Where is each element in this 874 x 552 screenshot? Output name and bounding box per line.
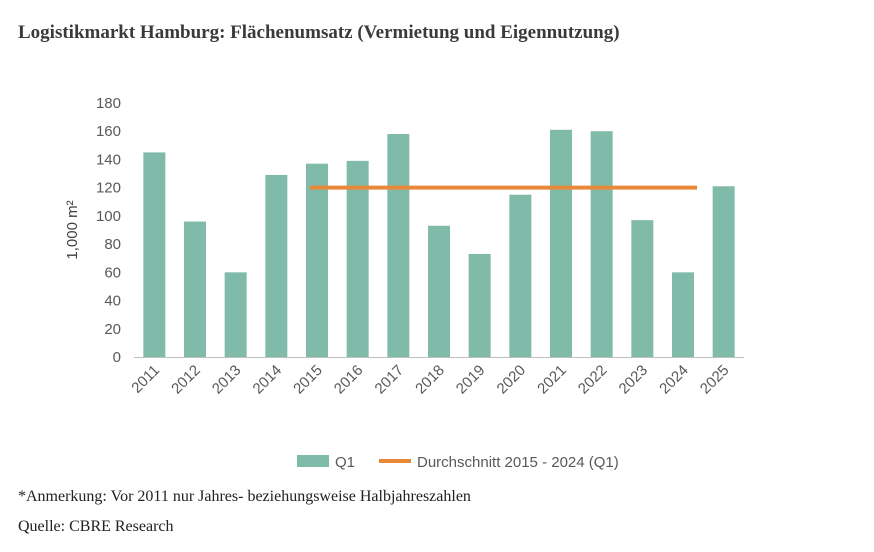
- y-tick-label: 0: [113, 349, 121, 366]
- bar-2025: [712, 186, 735, 357]
- x-tick-label: 2018: [412, 362, 448, 398]
- x-tick-label: 2015: [290, 362, 326, 398]
- bar-2023: [631, 220, 654, 357]
- x-tick-label: 2022: [575, 362, 611, 398]
- y-tick-label: 40: [104, 293, 121, 310]
- x-axis: 2011 2012 2013 2014 2015 2016 2017 2018 2019 2020…: [128, 357, 744, 398]
- y-tick-label: 80: [104, 236, 121, 253]
- x-tick-label: 2019: [453, 362, 489, 398]
- bar-2018: [428, 225, 450, 357]
- source-note: Quelle: CBRE Research: [18, 518, 174, 535]
- annotation-note: *Anmerkung: Vor 2011 nur Jahres- beziehu…: [18, 488, 471, 505]
- x-tick-label: 2012: [168, 362, 204, 398]
- legend-swatch-bar: [297, 455, 329, 467]
- x-tick-label: 2011: [128, 362, 163, 397]
- chart-title: Logistikmarkt Hamburg: Flächenumsatz (Ve…: [18, 22, 620, 43]
- y-tick-label: 100: [96, 208, 121, 225]
- y-tick-label: 20: [104, 321, 121, 338]
- x-tick-label: 2017: [372, 362, 408, 398]
- x-tick-label: 2021: [534, 362, 570, 398]
- x-tick-label: 2024: [656, 362, 692, 398]
- bar-2020: [509, 194, 532, 357]
- x-tick-label: 2016: [331, 362, 367, 398]
- bar-2012: [184, 221, 206, 357]
- x-tick-label: 2025: [697, 362, 733, 398]
- y-tick-label: 140: [96, 151, 121, 168]
- bar-2019: [468, 253, 491, 357]
- y-tick-label: 180: [96, 95, 121, 112]
- x-tick-label: 2023: [616, 362, 652, 398]
- y-axis-label: 1,000 m²: [64, 200, 81, 259]
- y-tick-label: 120: [96, 180, 121, 197]
- legend-label-line: Durchschnitt 2015 - 2024 (Q1): [417, 454, 619, 471]
- bar-2013: [224, 272, 247, 357]
- x-tick-label: 2014: [250, 362, 286, 398]
- y-tick-label: 60: [104, 264, 121, 281]
- bar-2015: [306, 163, 328, 357]
- bar-2022: [590, 131, 613, 357]
- bar-2011: [143, 152, 166, 357]
- y-axis: 0 20 40 60 80 100 120 140 160 180 1,000 m²: [64, 95, 121, 366]
- bar-2024: [672, 272, 694, 357]
- bars: [143, 129, 735, 357]
- x-tick-label: 2013: [209, 362, 245, 398]
- bar-2016: [346, 160, 369, 357]
- y-tick-label: 160: [96, 123, 121, 140]
- x-tick-label: 2020: [494, 362, 530, 398]
- bar-2017: [387, 134, 410, 357]
- bar-2014: [265, 174, 288, 357]
- legend: Q1 Durchschnitt 2015 - 2024 (Q1): [297, 454, 619, 471]
- bar-2021: [550, 129, 572, 357]
- legend-label-bar: Q1: [335, 454, 355, 471]
